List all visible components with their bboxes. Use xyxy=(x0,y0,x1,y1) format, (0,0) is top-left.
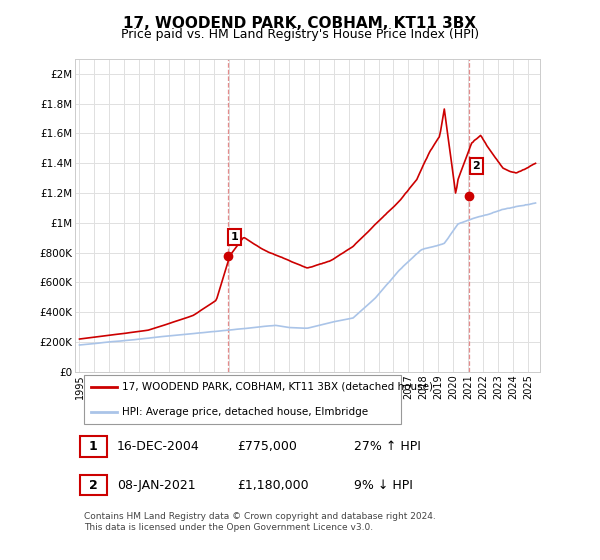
Text: 08-JAN-2021: 08-JAN-2021 xyxy=(117,479,196,492)
Text: £1,180,000: £1,180,000 xyxy=(238,479,310,492)
Text: 16-DEC-2004: 16-DEC-2004 xyxy=(117,440,200,453)
FancyBboxPatch shape xyxy=(80,436,107,457)
FancyBboxPatch shape xyxy=(84,375,401,424)
Text: 17, WOODEND PARK, COBHAM, KT11 3BX: 17, WOODEND PARK, COBHAM, KT11 3BX xyxy=(124,16,476,31)
Text: 9% ↓ HPI: 9% ↓ HPI xyxy=(354,479,413,492)
Text: 2: 2 xyxy=(89,479,98,492)
Text: 1: 1 xyxy=(230,232,238,242)
Text: 17, WOODEND PARK, COBHAM, KT11 3BX (detached house): 17, WOODEND PARK, COBHAM, KT11 3BX (deta… xyxy=(121,382,433,392)
Text: 2: 2 xyxy=(472,161,480,171)
Text: 27% ↑ HPI: 27% ↑ HPI xyxy=(354,440,421,453)
Text: Price paid vs. HM Land Registry's House Price Index (HPI): Price paid vs. HM Land Registry's House … xyxy=(121,28,479,41)
FancyBboxPatch shape xyxy=(80,475,107,496)
Text: HPI: Average price, detached house, Elmbridge: HPI: Average price, detached house, Elmb… xyxy=(121,407,368,417)
Text: Contains HM Land Registry data © Crown copyright and database right 2024.
This d: Contains HM Land Registry data © Crown c… xyxy=(84,512,436,531)
Text: £775,000: £775,000 xyxy=(238,440,298,453)
Text: 1: 1 xyxy=(89,440,98,453)
